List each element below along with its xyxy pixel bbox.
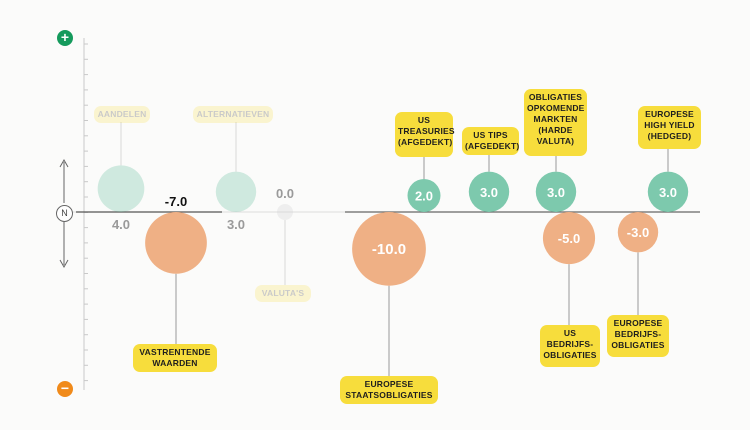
bubble-value-label: 3.0 (480, 185, 498, 200)
bubble (468, 171, 510, 212)
neutral-marker: N (56, 205, 73, 222)
bubble-value-label: 2.0 (415, 189, 433, 204)
bubble (352, 212, 426, 286)
bubble-value-label: -5.0 (558, 231, 580, 246)
up-arrow-icon (59, 158, 69, 168)
category-label: EUROPESE HIGH YIELD (HEDGED) (638, 106, 701, 149)
bubble (97, 165, 145, 212)
category-label: ALTERNATIEVEN (193, 106, 273, 123)
bubble (215, 171, 257, 212)
bubble (647, 171, 689, 212)
category-label: EUROPESE STAATSOBLIGATIES (340, 376, 438, 404)
bubble (407, 179, 441, 213)
plus-icon: + (57, 30, 73, 46)
bubble-value-label: 3.0 (659, 185, 677, 200)
minus-icon: − (57, 381, 73, 397)
category-label: EUROPESE BEDRIJFS- OBLIGATIES (607, 315, 669, 357)
bubble-value-label: 3.0 (227, 217, 245, 232)
bubble (542, 212, 596, 265)
bubble-value-label: 0.0 (276, 186, 294, 201)
bubble-value-label: 4.0 (112, 217, 130, 232)
bubble (145, 212, 207, 274)
down-arrow-icon (59, 259, 69, 269)
category-label: US TIPS (AFGEDEKT) (462, 127, 519, 155)
category-label: VASTRENTENDE WAARDEN (133, 344, 217, 372)
bubble-value-label: 3.0 (547, 185, 565, 200)
category-label: US TREASURIES (AFGEDEKT) (395, 112, 455, 157)
category-label: OBLIGATIES OPKOMENDE MARKTEN (HARDE VALU… (524, 89, 587, 156)
bubble (277, 204, 293, 220)
bubble-value-label: -3.0 (627, 225, 649, 240)
category-label: VALUTA'S (255, 285, 311, 302)
category-label: US BEDRIJFS- OBLIGATIES (540, 325, 600, 367)
bubble (617, 212, 659, 253)
bubble-value-label: -7.0 (165, 194, 187, 209)
bubble (535, 171, 577, 212)
bubble-value-label: -10.0 (372, 241, 406, 258)
category-label: AANDELEN (94, 106, 150, 123)
